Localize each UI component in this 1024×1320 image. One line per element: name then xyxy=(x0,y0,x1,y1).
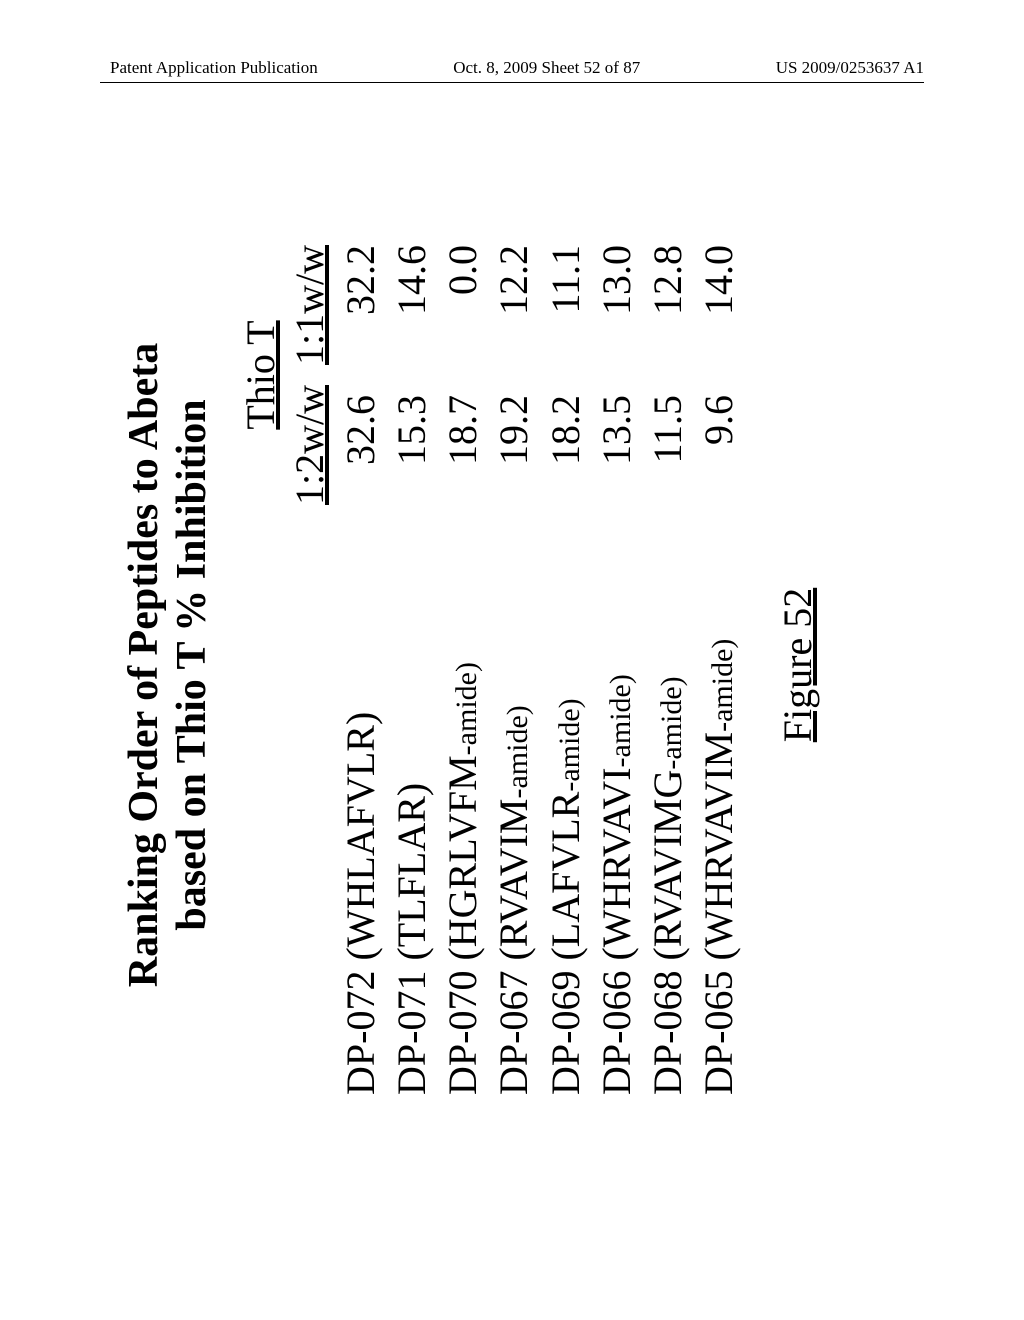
figure-title: Ranking Order of Peptides to Abeta based… xyxy=(120,165,217,1165)
value-1-2ww: 9.6 xyxy=(693,365,744,515)
value-1-2ww: 13.5 xyxy=(591,365,642,515)
value-1-1ww: 13.0 xyxy=(591,235,642,365)
header-right: US 2009/0253637 A1 xyxy=(776,58,924,78)
header-rule xyxy=(100,82,924,83)
col-header-2: 1:1w/w xyxy=(284,235,335,365)
table-row: DP-070 (HGRLVFM-amide)18.70.0 xyxy=(437,235,488,1095)
group-column-header: Thio T xyxy=(237,235,284,515)
value-1-1ww: 12.8 xyxy=(642,235,693,365)
table-row: DP-067 (RVAVIM-amide)19.212.2 xyxy=(488,235,539,1095)
value-1-1ww: 11.1 xyxy=(540,235,591,365)
peptide-name: DP-072 (WHLAFVLR) xyxy=(335,515,386,1095)
header-left: Patent Application Publication xyxy=(110,58,318,78)
header-center: Oct. 8, 2009 Sheet 52 of 87 xyxy=(453,58,640,78)
table-row: DP-069 (LAFVLR-amide)18.211.1 xyxy=(540,235,591,1095)
value-1-1ww: 14.6 xyxy=(386,235,437,365)
value-1-2ww: 15.3 xyxy=(386,365,437,515)
figure-caption: Figure 52 xyxy=(774,165,821,1165)
column-header-row: 1:2w/w 1:1w/w xyxy=(284,235,335,1095)
value-1-1ww: 0.0 xyxy=(437,235,488,365)
value-1-2ww: 11.5 xyxy=(642,365,693,515)
title-line-2: based on Thio T % Inhibition xyxy=(168,165,216,1165)
table-row: DP-068 (RVAVIMG-amide)11.512.8 xyxy=(642,235,693,1095)
col-header-1: 1:2w/w xyxy=(284,365,335,515)
peptide-name: DP-065 (WHRVAVIM-amide) xyxy=(693,515,744,1095)
peptide-name: DP-068 (RVAVIMG-amide) xyxy=(642,515,693,1095)
data-table: Thio T 1:2w/w 1:1w/w DP-072 (WHLAFVLR)32… xyxy=(237,235,745,1095)
value-1-1ww: 14.0 xyxy=(693,235,744,365)
peptide-name: DP-067 (RVAVIM-amide) xyxy=(488,515,539,1095)
value-1-2ww: 19.2 xyxy=(488,365,539,515)
title-line-1: Ranking Order of Peptides to Abeta xyxy=(120,165,168,1165)
peptide-name: DP-069 (LAFVLR-amide) xyxy=(540,515,591,1095)
value-1-2ww: 18.7 xyxy=(437,365,488,515)
page-header: Patent Application Publication Oct. 8, 2… xyxy=(0,58,1024,78)
table-row: DP-071 (TLFLAR)15.314.6 xyxy=(386,235,437,1095)
peptide-name: DP-070 (HGRLVFM-amide) xyxy=(437,515,488,1095)
value-1-2ww: 18.2 xyxy=(540,365,591,515)
figure-area: Ranking Order of Peptides to Abeta based… xyxy=(10,275,1010,1055)
value-1-1ww: 12.2 xyxy=(488,235,539,365)
peptide-name: DP-066 (WHRVAVI-amide) xyxy=(591,515,642,1095)
value-1-2ww: 32.6 xyxy=(335,365,386,515)
table-row: DP-065 (WHRVAVIM-amide)9.614.0 xyxy=(693,235,744,1095)
table-row: DP-066 (WHRVAVI-amide)13.513.0 xyxy=(591,235,642,1095)
peptide-name: DP-071 (TLFLAR) xyxy=(386,515,437,1095)
table-row: DP-072 (WHLAFVLR)32.632.2 xyxy=(335,235,386,1095)
value-1-1ww: 32.2 xyxy=(335,235,386,365)
